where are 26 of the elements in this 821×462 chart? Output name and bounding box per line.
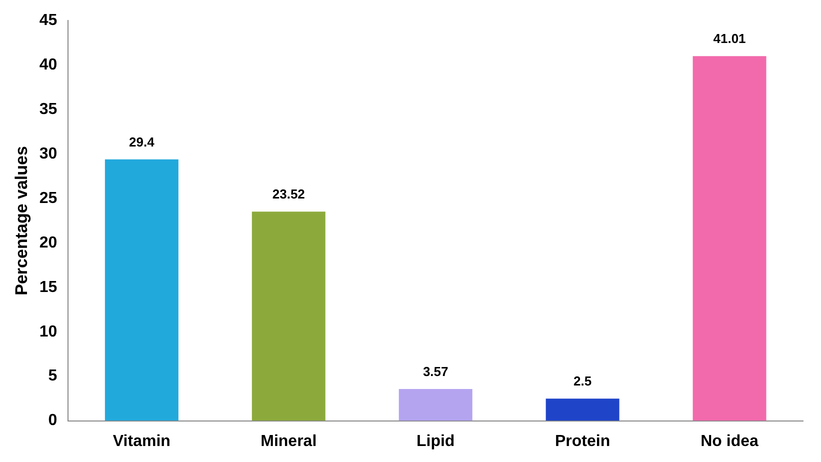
y-tick-label: 20	[39, 234, 58, 252]
y-tick-label: 25	[39, 190, 58, 207]
y-tick-label: 40	[39, 56, 58, 74]
y-tick-label: 15	[39, 278, 58, 296]
x-tick-label: Vitamin	[112, 432, 170, 450]
x-tick-label: Mineral	[260, 432, 317, 450]
bar	[398, 389, 472, 421]
bar	[252, 212, 326, 421]
x-tick-label: Protein	[554, 432, 610, 450]
y-tick-label: 0	[48, 412, 58, 430]
y-tick-label: 45	[39, 12, 58, 30]
bar	[546, 398, 620, 421]
bar	[104, 159, 178, 421]
data-label: 29.4	[129, 134, 156, 150]
x-tick-label: Lipid	[416, 432, 455, 450]
data-label: 2.5	[574, 374, 592, 389]
y-tick-label: 35	[39, 100, 58, 118]
y-tick-label: 5	[48, 368, 58, 385]
x-tick-label: No idea	[700, 432, 759, 450]
data-label: 3.57	[422, 364, 448, 380]
y-tick-label: 10	[39, 323, 58, 340]
data-label: 41.01	[713, 31, 746, 46]
bar	[692, 56, 766, 421]
data-label: 23.52	[272, 186, 305, 202]
y-axis-title: Percentage values	[12, 146, 31, 296]
y-tick-label: 30	[39, 145, 58, 162]
